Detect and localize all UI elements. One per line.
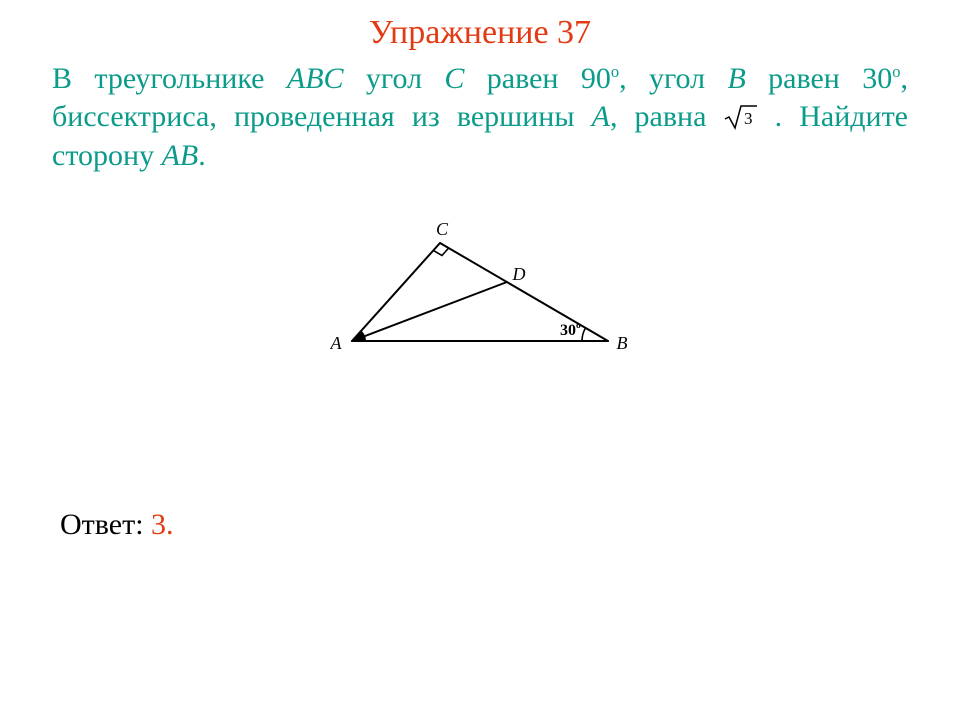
p3: равен 90 xyxy=(464,62,610,95)
svg-text:30о: 30о xyxy=(560,320,581,339)
sqrt-icon: 3 xyxy=(724,104,758,130)
B: B xyxy=(727,62,745,95)
title-text: Упражнение 37 xyxy=(369,14,591,51)
svg-text:B: B xyxy=(617,333,628,353)
sqrt-value: 3 xyxy=(744,109,753,128)
deg1: о xyxy=(611,62,619,81)
answer-label: Ответ: xyxy=(60,508,151,541)
p7: , равна xyxy=(610,100,724,133)
answer-block: Ответ: 3. xyxy=(60,508,174,542)
svg-text:D: D xyxy=(512,264,526,284)
exercise-title: Упражнение 37 xyxy=(0,0,960,52)
answer-value: 3. xyxy=(151,508,174,541)
p5: равен 30 xyxy=(746,62,892,95)
p1: В треугольнике xyxy=(52,62,287,95)
svg-text:A: A xyxy=(330,333,343,353)
triangle-figure: A B C D 30о xyxy=(330,219,630,369)
p9: . xyxy=(198,139,206,172)
C: C xyxy=(444,62,464,95)
svg-text:C: C xyxy=(436,219,449,239)
problem-text: В треугольнике ABC угол C равен 90о, уго… xyxy=(0,52,960,175)
p4: , угол xyxy=(619,62,727,95)
p2: угол xyxy=(344,62,445,95)
A: A xyxy=(592,100,610,133)
AB: AB xyxy=(162,139,199,172)
ABC: ABC xyxy=(287,62,344,95)
